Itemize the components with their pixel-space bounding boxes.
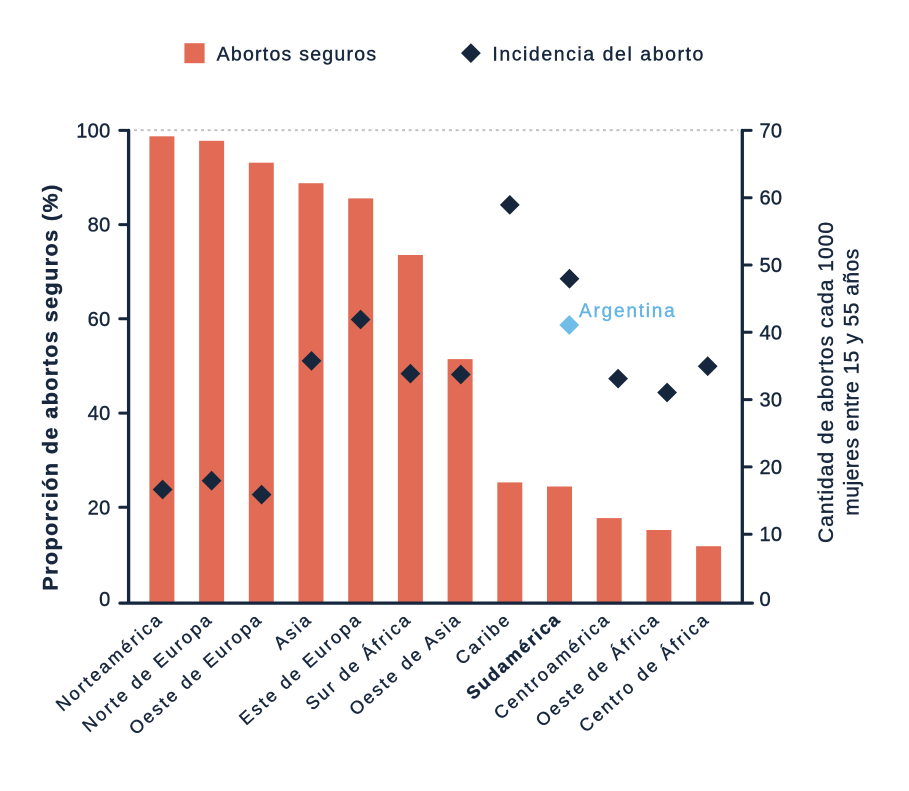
svg-text:60: 60 xyxy=(88,309,111,331)
svg-text:50: 50 xyxy=(760,255,783,277)
svg-text:20: 20 xyxy=(88,497,111,519)
svg-text:70: 70 xyxy=(760,120,783,142)
svg-text:0: 0 xyxy=(99,589,110,611)
svg-text:Abortos seguros: Abortos seguros xyxy=(217,43,378,65)
svg-text:Proporción de abortos seguros: Proporción de abortos seguros (%) xyxy=(39,183,63,590)
svg-text:10: 10 xyxy=(760,524,783,546)
svg-text:0: 0 xyxy=(760,589,771,611)
svg-text:40: 40 xyxy=(88,403,111,425)
svg-text:mujeres entre 15 y 55 años: mujeres entre 15 y 55 años xyxy=(840,248,863,515)
svg-text:60: 60 xyxy=(760,188,783,210)
svg-text:30: 30 xyxy=(760,390,783,412)
svg-text:Cantidad de abortos cada 1000: Cantidad de abortos cada 1000 xyxy=(815,221,838,543)
svg-text:100: 100 xyxy=(76,120,110,142)
svg-text:40: 40 xyxy=(760,322,783,344)
svg-text:Incidencia del aborto: Incidencia del aborto xyxy=(492,43,705,65)
svg-text:Argentina: Argentina xyxy=(579,301,677,322)
svg-text:80: 80 xyxy=(88,215,111,237)
svg-text:20: 20 xyxy=(760,457,783,479)
